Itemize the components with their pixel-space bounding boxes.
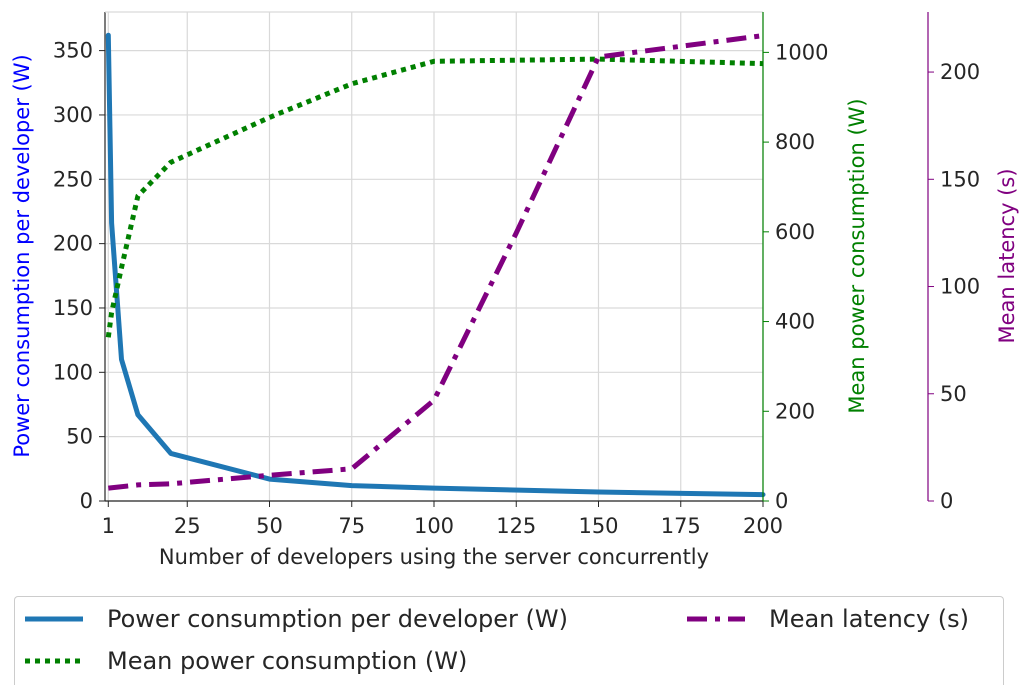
left-tick-label: 0 [80, 489, 93, 513]
legend-label: Mean latency (s) [769, 605, 970, 633]
legend-swatch-dashdot [687, 616, 745, 622]
left-tick-label: 150 [53, 296, 93, 320]
latency-tick-label: 50 [940, 382, 967, 406]
x-tick-label: 175 [661, 514, 701, 538]
x-tick-label: 100 [414, 514, 454, 538]
series-layer [105, 32, 766, 498]
right-tick-label: 200 [775, 399, 815, 423]
legend-label: Mean power consumption (W) [107, 647, 468, 675]
right-axis-label: Mean power consumption (W) [845, 98, 869, 413]
x-tick-label: 125 [496, 514, 536, 538]
x-tick-label: 75 [338, 514, 365, 538]
right-tick-label: 400 [775, 310, 815, 334]
series-line-2 [108, 33, 764, 491]
latency-axis-label: Mean latency (s) [995, 168, 1019, 343]
legend: Power consumption per developer (W) Mean… [14, 596, 1004, 685]
legend-item-power-per-developer: Power consumption per developer (W) [23, 605, 568, 633]
right-tick-label: 1000 [775, 40, 828, 64]
latency-tick-label: 100 [940, 275, 980, 299]
left-tick-label: 350 [53, 39, 93, 63]
legend-item-mean-power: Mean power consumption (W) [23, 647, 467, 675]
x-tick-label: 200 [743, 514, 783, 538]
legend-swatch-solid [25, 616, 83, 622]
legend-label: Power consumption per developer (W) [107, 605, 568, 633]
x-tick-label: 1 [102, 514, 115, 538]
chart: 1 25 50 75 100 125 150 175 200050100150200250300… [10, 11, 1019, 569]
left-tick-label: 250 [53, 167, 93, 191]
right-tick-label: 800 [775, 130, 815, 154]
right-tick-label: 600 [775, 220, 815, 244]
x-tick-label: 150 [578, 514, 618, 538]
legend-swatch-dotted [25, 658, 83, 664]
latency-tick-label: 200 [940, 60, 980, 84]
left-tick-label: 300 [53, 103, 93, 127]
latency-tick-label: 150 [940, 167, 980, 191]
series-line-0 [105, 32, 766, 498]
axes: 1 25 50 75 100 125 150 175 200050100150200250300… [53, 11, 980, 538]
x-axis-label: Number of developers using the server co… [159, 545, 709, 569]
left-tick-label: 50 [66, 425, 93, 449]
right-tick-label: 0 [775, 489, 788, 513]
left-tick-label: 200 [53, 232, 93, 256]
legend-item-mean-latency: Mean latency (s) [685, 605, 969, 633]
x-tick-label: 25 [174, 514, 201, 538]
grid [105, 12, 764, 502]
left-tick-label: 100 [53, 360, 93, 384]
x-tick-label: 50 [256, 514, 283, 538]
left-axis-label: Power consumption per developer (W) [10, 54, 34, 457]
latency-tick-label: 0 [940, 489, 953, 513]
